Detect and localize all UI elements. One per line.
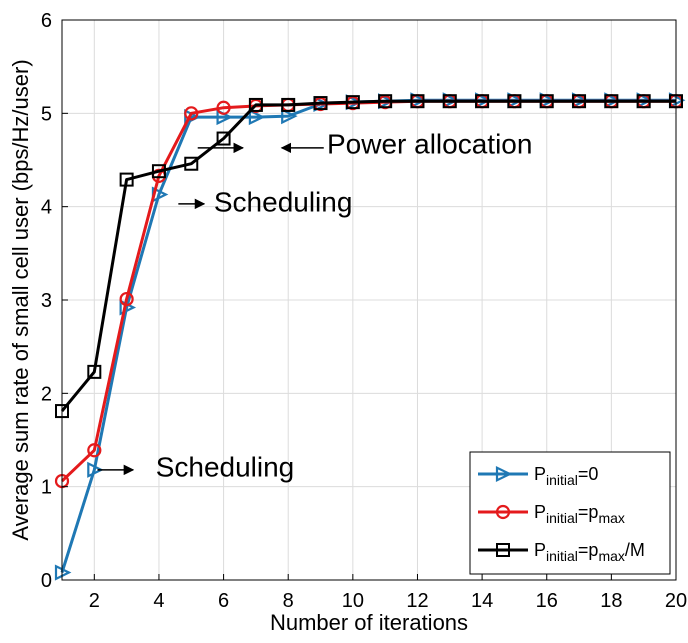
marker-square [184, 156, 199, 171]
x-tick-label: 8 [283, 590, 294, 612]
annotation-text: Scheduling [156, 451, 295, 482]
marker-square [636, 94, 651, 109]
y-tick-label: 1 [41, 477, 52, 499]
marker-square [410, 94, 425, 109]
marker-square [539, 94, 554, 109]
legend: Pinitial=0 Pinitial=pmax Pinitial=pmax/M [469, 451, 671, 575]
y-tick-label: 6 [41, 10, 52, 32]
legend-entry: Pinitial=pmax [478, 502, 625, 526]
x-tick-label: 10 [342, 590, 364, 612]
marker-circle [119, 291, 134, 307]
x-tick-label: 4 [153, 590, 164, 612]
marker-square [507, 94, 522, 109]
y-tick-label: 3 [41, 290, 52, 312]
x-tick-label: 14 [471, 590, 493, 612]
marker-square [572, 94, 587, 109]
marker-square [604, 94, 619, 109]
legend-label: Pinitial=pmax [534, 502, 625, 526]
x-tick-label: 18 [600, 590, 622, 612]
annotation: Scheduling [178, 186, 352, 217]
marker-triangle [248, 109, 266, 126]
y-tick-label: 5 [41, 103, 52, 125]
marker-circle [184, 106, 199, 121]
marker-circle [495, 504, 511, 520]
x-tick-label: 2 [89, 590, 100, 612]
marker-square [378, 94, 393, 109]
marker-square [496, 543, 510, 557]
annotation-text: Power allocation [327, 128, 532, 159]
marker-circle [87, 443, 102, 458]
x-tick-label: 6 [218, 590, 229, 612]
marker-square [281, 97, 296, 112]
y-tick-label: 4 [41, 197, 52, 219]
series-3 [55, 94, 683, 419]
annotation-text: Scheduling [214, 186, 353, 217]
series-layer [54, 92, 686, 581]
marker-square [248, 97, 263, 112]
marker-square [313, 96, 328, 111]
annotations: Power allocation Scheduling Scheduling [97, 128, 532, 482]
marker-square [475, 94, 490, 109]
annotation: Power allocation [197, 128, 532, 159]
marker-circle [216, 100, 231, 115]
legend-label: Pinitial=pmax/M [534, 540, 645, 564]
marker-triangle [495, 465, 513, 483]
marker-square [151, 164, 166, 179]
legend-entry: Pinitial=0 [478, 464, 598, 488]
y-tick-label: 2 [41, 383, 52, 405]
marker-triangle [87, 461, 104, 478]
marker-square [442, 94, 457, 109]
marker-square [119, 172, 134, 187]
x-tick-label: 16 [536, 590, 558, 612]
y-tick-label: 0 [41, 570, 52, 592]
x-tick-label: 12 [406, 590, 428, 612]
legend-entry: Pinitial=pmax/M [478, 540, 645, 564]
x-axis-label: Number of iterations [270, 610, 468, 635]
x-tick-label: 20 [665, 590, 687, 612]
marker-square [345, 95, 360, 110]
marker-square [216, 131, 231, 146]
marker-square [87, 364, 102, 379]
legend-label: Pinitial=0 [534, 464, 598, 488]
annotation: Scheduling [97, 451, 295, 482]
y-axis-label: Average sum rate of small cell user (bps… [8, 59, 33, 540]
marker-triangle [281, 108, 298, 125]
